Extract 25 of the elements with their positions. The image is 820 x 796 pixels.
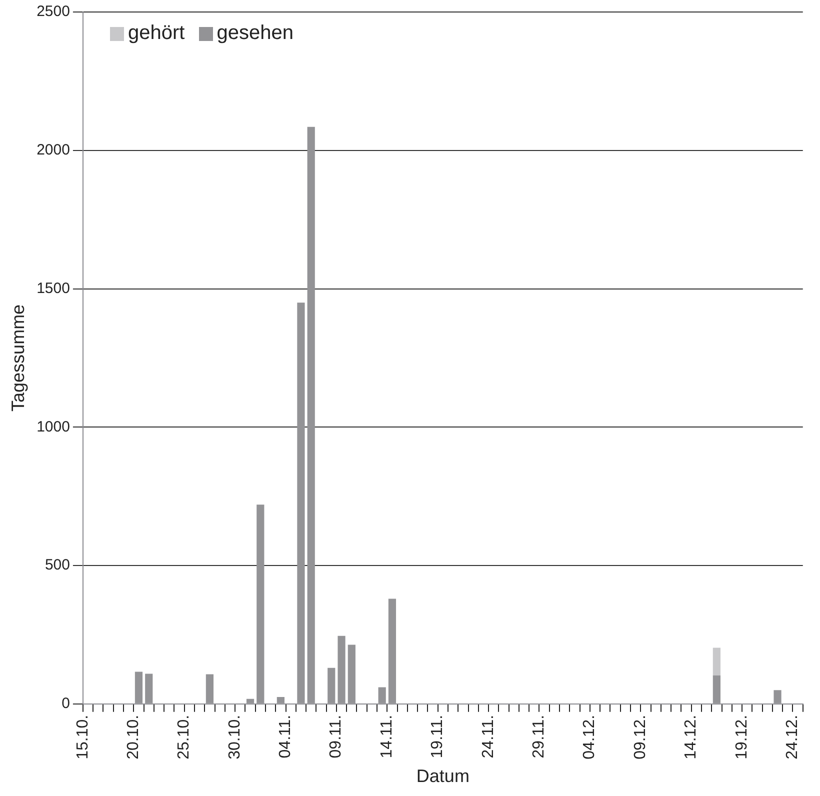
y-tick-label: 1500 xyxy=(36,280,70,297)
x-axis-title: Datum xyxy=(416,766,470,786)
y-axis-title: Tagessumme xyxy=(8,304,28,412)
x-tick-label: 14.12. xyxy=(682,714,700,760)
x-tick-label: 15.10. xyxy=(74,714,92,760)
x-tick-label: 19.11. xyxy=(429,714,446,758)
x-tick-label: 30.10. xyxy=(226,714,244,760)
y-tick-label: 0 xyxy=(62,695,70,712)
x-tick-label: 14.11. xyxy=(378,714,396,758)
x-tick-label: 20.10. xyxy=(124,714,142,760)
y-tick-label: 2500 xyxy=(36,3,70,20)
x-tick-label: 19.12. xyxy=(733,714,750,760)
y-tick-label: 1000 xyxy=(36,418,70,436)
x-tick-label: 25.10. xyxy=(176,714,193,760)
x-tick-label: 04.11. xyxy=(277,714,294,758)
y-tick-label: 500 xyxy=(44,556,70,574)
y-tick-label: 2000 xyxy=(36,142,70,159)
legend-label: gehört xyxy=(128,22,185,45)
x-tick-label: 29.11. xyxy=(530,714,548,758)
x-tick-label: 24.12. xyxy=(784,714,802,760)
legend-label: gesehen xyxy=(216,22,294,45)
x-tick-label: 24.11. xyxy=(480,714,497,758)
x-tick-label: 04.12. xyxy=(581,714,598,760)
x-tick-label: 09.12. xyxy=(632,714,649,760)
x-tick-label: 09.11. xyxy=(328,714,345,758)
